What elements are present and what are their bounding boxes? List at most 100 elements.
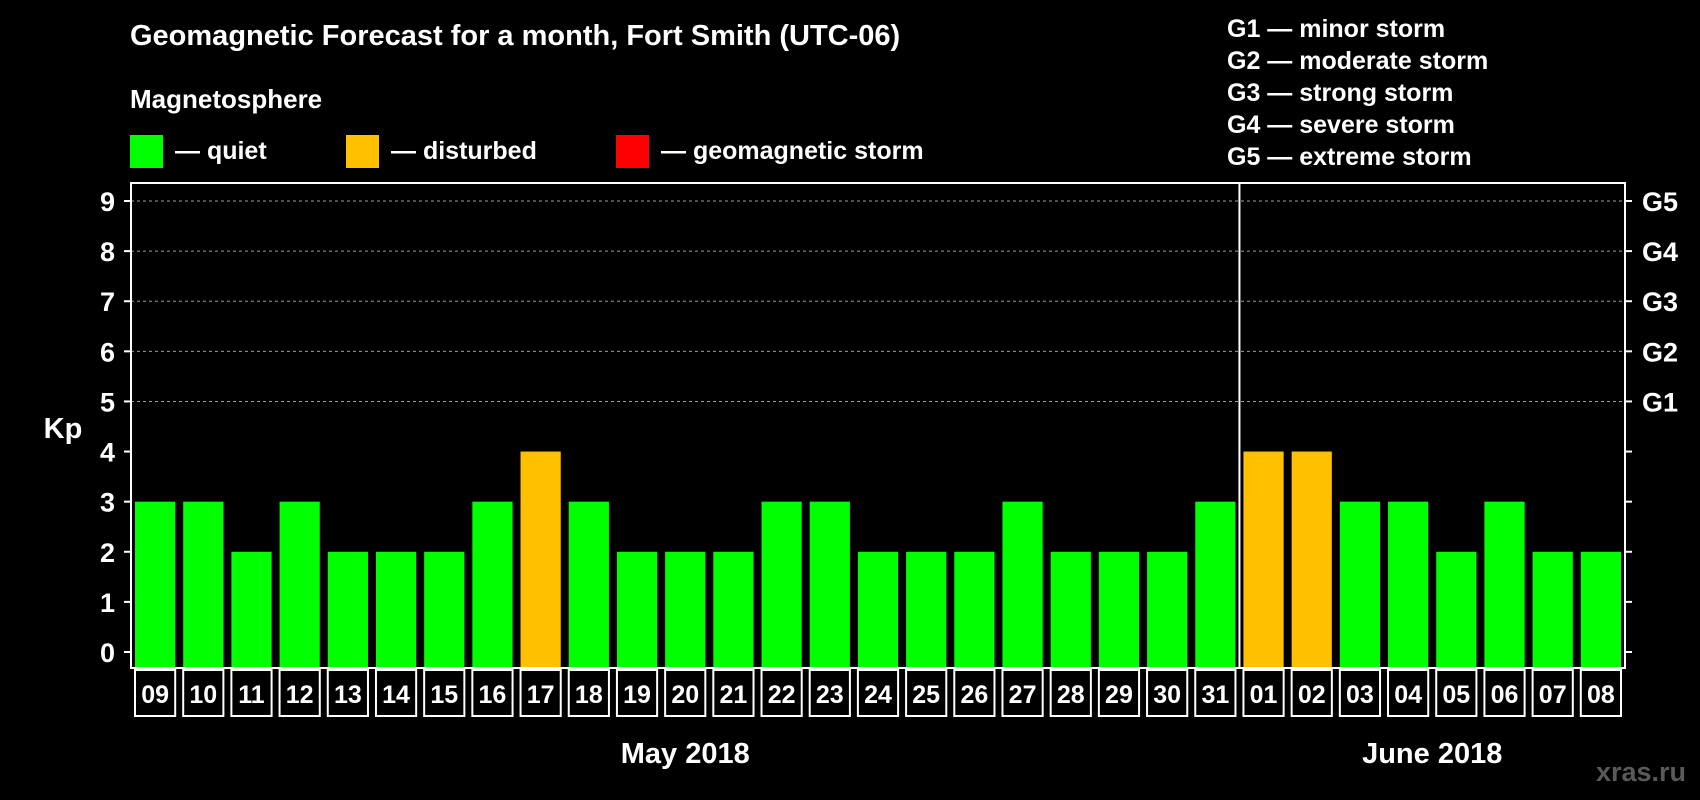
bar-20	[665, 551, 706, 668]
date-cell-04	[1387, 669, 1430, 717]
x-tick-label-02: 02	[1298, 681, 1326, 709]
date-cell-22	[760, 669, 803, 717]
date-cell-23	[808, 669, 851, 717]
x-tick-label-26: 26	[960, 681, 988, 709]
x-tick-label-30: 30	[1153, 681, 1181, 709]
date-cell-02	[1290, 669, 1333, 717]
date-cell-16	[471, 669, 514, 717]
bar-18	[568, 501, 609, 668]
bar-03	[1339, 501, 1381, 668]
chart-title: Geomagnetic Forecast for a month, Fort S…	[130, 20, 901, 52]
watermark: xras.ru	[1595, 757, 1686, 787]
x-tick-label-16: 16	[479, 681, 507, 709]
date-cell-29	[1097, 669, 1141, 717]
date-cell-10	[182, 669, 225, 717]
y-tick-label-6: 6	[100, 337, 115, 367]
right-axis-label-G1: G1	[1642, 387, 1678, 417]
bar-22	[761, 501, 802, 668]
storm-scale-g4: G4 — severe storm	[1227, 111, 1455, 139]
bar-05	[1436, 551, 1477, 668]
storm-scale-g3: G3 — strong storm	[1227, 79, 1454, 107]
x-tick-label-05: 05	[1442, 681, 1470, 709]
y-tick-label-4: 4	[100, 438, 115, 468]
date-cell-05	[1435, 669, 1478, 717]
y-tick-label-9: 9	[100, 187, 115, 217]
plot-frame	[130, 182, 1626, 669]
x-tick-label-04: 04	[1394, 681, 1422, 709]
storm-swatch	[616, 134, 649, 168]
right-axis-label-G3: G3	[1642, 287, 1678, 317]
x-tick-label-14: 14	[382, 681, 410, 709]
y-tick-label-2: 2	[100, 538, 115, 568]
bar-02	[1291, 451, 1332, 668]
date-cell-30	[1146, 669, 1189, 717]
date-cell-21	[712, 669, 755, 717]
legend-item-quiet: — quiet	[130, 134, 267, 168]
bar-24	[857, 551, 899, 668]
x-tick-label-27: 27	[1009, 681, 1037, 709]
date-cell-03	[1338, 669, 1382, 717]
legend-heading: Magnetosphere	[130, 84, 323, 114]
bar-07	[1532, 551, 1573, 668]
legend-label-storm: — geomagnetic storm	[661, 136, 924, 165]
y-tick-label-5: 5	[100, 387, 115, 417]
x-tick-label-21: 21	[720, 681, 748, 709]
y-tick-label-0: 0	[100, 638, 115, 668]
bar-28	[1050, 551, 1091, 668]
x-tick-label-31: 31	[1201, 681, 1229, 709]
x-tick-label-25: 25	[912, 681, 940, 709]
x-tick-label-07: 07	[1539, 681, 1567, 709]
month-label-1: June 2018	[1362, 738, 1502, 770]
bar-14	[375, 551, 417, 668]
y-tick-label-1: 1	[100, 588, 115, 618]
date-cell-19	[615, 669, 659, 717]
right-axis-label-G2: G2	[1642, 337, 1678, 367]
x-tick-label-10: 10	[189, 681, 217, 709]
x-tick-label-22: 22	[768, 681, 796, 709]
bar-21	[713, 551, 754, 668]
disturbed-swatch	[346, 134, 379, 168]
x-tick-label-24: 24	[864, 681, 892, 709]
y-axis-title: Kp	[44, 413, 83, 445]
bar-13	[327, 551, 368, 668]
legend-label-quiet: — quiet	[175, 136, 267, 165]
bar-16	[472, 501, 513, 668]
date-cell-20	[664, 669, 707, 717]
date-cell-28	[1049, 669, 1092, 717]
date-cell-17	[519, 669, 562, 717]
bar-01	[1243, 451, 1284, 668]
date-cell-07	[1531, 669, 1574, 717]
legend-item-storm: — geomagnetic storm	[616, 134, 924, 168]
x-tick-label-11: 11	[238, 681, 265, 709]
bar-17	[520, 451, 561, 668]
quiet-swatch	[130, 134, 163, 168]
y-tick-label-7: 7	[100, 287, 115, 317]
bar-26	[954, 551, 995, 668]
x-tick-label-19: 19	[623, 681, 651, 709]
bar-29	[1098, 551, 1140, 668]
date-cell-15	[423, 669, 466, 717]
date-cell-14	[374, 669, 418, 717]
date-cell-24	[856, 669, 900, 717]
date-cell-12	[278, 669, 321, 717]
storm-scale-legend: G1 — minor storm G2 — moderate storm G3 …	[1227, 13, 1488, 173]
bar-10	[183, 501, 224, 668]
bar-23	[809, 501, 850, 668]
bar-04	[1388, 501, 1429, 668]
x-tick-label-01: 01	[1250, 681, 1278, 709]
date-cell-06	[1483, 669, 1526, 717]
bar-31	[1195, 501, 1236, 668]
right-axis-label-G4: G4	[1642, 237, 1678, 267]
x-tick-label-06: 06	[1491, 681, 1519, 709]
y-tick-label-8: 8	[100, 237, 115, 267]
date-cell-09	[134, 669, 177, 717]
x-tick-label-08: 08	[1587, 681, 1615, 709]
date-cell-11	[230, 669, 273, 717]
date-cell-26	[953, 669, 996, 717]
date-cell-08	[1579, 669, 1622, 717]
bar-08	[1580, 551, 1621, 668]
storm-scale-g2: G2 — moderate storm	[1227, 47, 1489, 75]
bar-25	[906, 551, 947, 668]
bar-09	[135, 501, 176, 668]
